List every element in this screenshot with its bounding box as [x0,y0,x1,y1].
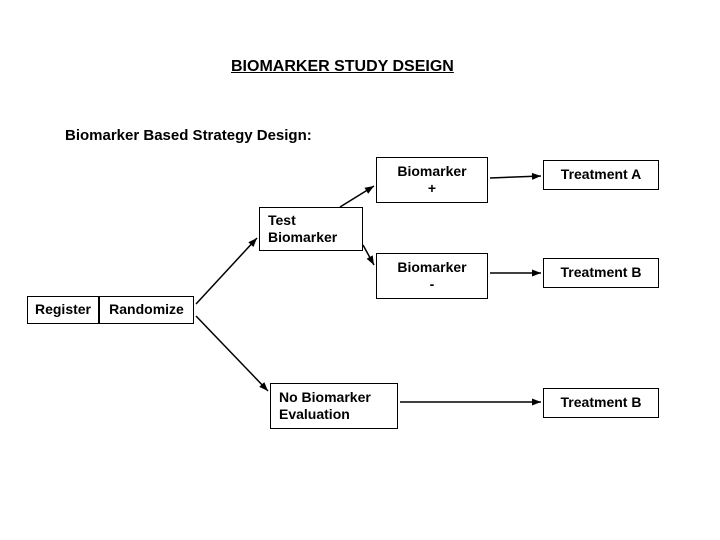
node-biomarker-negative: Biomarker- [376,253,488,299]
node-no-biomarker-evaluation: No BiomarkerEvaluation [270,383,398,429]
node-treatment-b-upper: Treatment B [543,258,659,288]
diagram-canvas: BIOMARKER STUDY DSEIGN Biomarker Based S… [0,0,720,540]
section-subtitle: Biomarker Based Strategy Design: [65,127,312,144]
node-register: Register [27,296,99,324]
node-test-biomarker: TestBiomarker [259,207,363,251]
page-title: BIOMARKER STUDY DSEIGN [231,58,454,76]
node-randomize: Randomize [99,296,194,324]
node-treatment-b-lower: Treatment B [543,388,659,418]
node-biomarker-positive: Biomarker+ [376,157,488,203]
node-treatment-a: Treatment A [543,160,659,190]
